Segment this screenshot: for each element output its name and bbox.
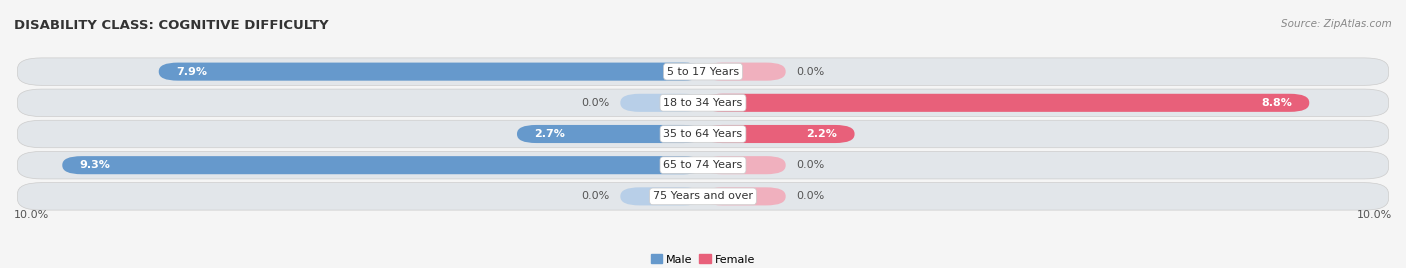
Text: 18 to 34 Years: 18 to 34 Years	[664, 98, 742, 108]
Text: 35 to 64 Years: 35 to 64 Years	[664, 129, 742, 139]
Text: 0.0%: 0.0%	[582, 191, 610, 201]
Text: 2.7%: 2.7%	[534, 129, 565, 139]
Legend: Male, Female: Male, Female	[647, 250, 759, 268]
Text: 2.2%: 2.2%	[807, 129, 838, 139]
Text: 75 Years and over: 75 Years and over	[652, 191, 754, 201]
Text: 5 to 17 Years: 5 to 17 Years	[666, 67, 740, 77]
Text: 10.0%: 10.0%	[14, 210, 49, 220]
FancyBboxPatch shape	[159, 63, 703, 81]
Text: 65 to 74 Years: 65 to 74 Years	[664, 160, 742, 170]
FancyBboxPatch shape	[703, 125, 855, 143]
Text: DISABILITY CLASS: COGNITIVE DIFFICULTY: DISABILITY CLASS: COGNITIVE DIFFICULTY	[14, 19, 329, 32]
FancyBboxPatch shape	[62, 156, 703, 174]
Text: 0.0%: 0.0%	[796, 191, 824, 201]
Text: Source: ZipAtlas.com: Source: ZipAtlas.com	[1281, 19, 1392, 29]
FancyBboxPatch shape	[17, 151, 1389, 179]
FancyBboxPatch shape	[703, 156, 786, 174]
FancyBboxPatch shape	[620, 94, 703, 112]
FancyBboxPatch shape	[703, 63, 786, 81]
FancyBboxPatch shape	[17, 120, 1389, 148]
Text: 0.0%: 0.0%	[796, 160, 824, 170]
Text: 8.8%: 8.8%	[1261, 98, 1292, 108]
FancyBboxPatch shape	[517, 125, 703, 143]
FancyBboxPatch shape	[17, 58, 1389, 85]
Text: 7.9%: 7.9%	[176, 67, 207, 77]
FancyBboxPatch shape	[620, 187, 703, 205]
Text: 0.0%: 0.0%	[796, 67, 824, 77]
Text: 0.0%: 0.0%	[582, 98, 610, 108]
FancyBboxPatch shape	[17, 89, 1389, 117]
FancyBboxPatch shape	[17, 183, 1389, 210]
Text: 10.0%: 10.0%	[1357, 210, 1392, 220]
Text: 9.3%: 9.3%	[80, 160, 111, 170]
FancyBboxPatch shape	[703, 187, 786, 205]
FancyBboxPatch shape	[703, 94, 1309, 112]
